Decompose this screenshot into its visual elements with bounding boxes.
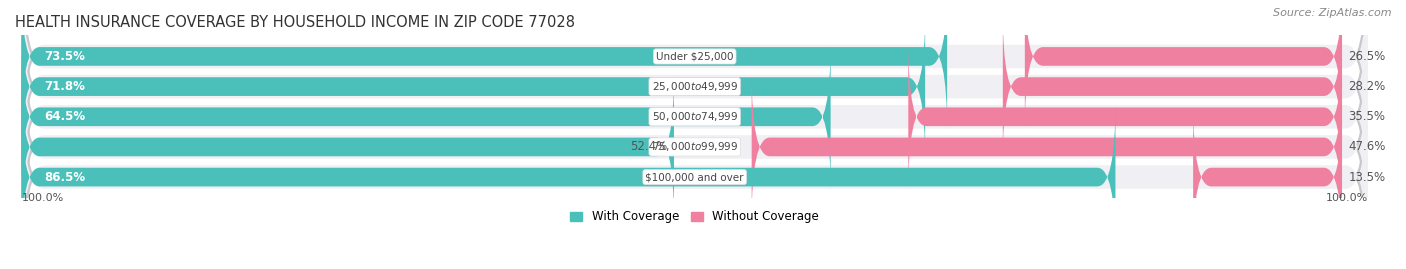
FancyBboxPatch shape [21,23,1368,211]
Text: $75,000 to $99,999: $75,000 to $99,999 [651,140,738,153]
FancyBboxPatch shape [21,12,925,162]
FancyBboxPatch shape [24,0,1367,152]
FancyBboxPatch shape [24,52,1367,242]
FancyBboxPatch shape [21,0,948,132]
FancyBboxPatch shape [24,0,1367,182]
Text: 35.5%: 35.5% [1348,110,1385,123]
Text: 73.5%: 73.5% [44,50,84,63]
Text: Under $25,000: Under $25,000 [657,51,734,61]
Text: 13.5%: 13.5% [1348,171,1385,183]
FancyBboxPatch shape [21,102,1115,252]
Text: 52.4%: 52.4% [630,140,668,153]
FancyBboxPatch shape [24,22,1367,212]
Text: HEALTH INSURANCE COVERAGE BY HOUSEHOLD INCOME IN ZIP CODE 77028: HEALTH INSURANCE COVERAGE BY HOUSEHOLD I… [15,15,575,30]
FancyBboxPatch shape [1194,102,1341,252]
FancyBboxPatch shape [21,83,1368,269]
FancyBboxPatch shape [21,42,831,192]
Text: 47.6%: 47.6% [1348,140,1386,153]
Text: 28.2%: 28.2% [1348,80,1386,93]
FancyBboxPatch shape [21,72,673,222]
Text: 86.5%: 86.5% [44,171,86,183]
FancyBboxPatch shape [1025,0,1341,132]
Text: 100.0%: 100.0% [21,193,63,203]
Text: $50,000 to $74,999: $50,000 to $74,999 [651,110,738,123]
FancyBboxPatch shape [908,42,1341,192]
FancyBboxPatch shape [24,82,1367,269]
FancyBboxPatch shape [1002,12,1341,162]
FancyBboxPatch shape [21,0,1368,150]
Text: $100,000 and over: $100,000 and over [645,172,744,182]
Text: Source: ZipAtlas.com: Source: ZipAtlas.com [1274,8,1392,18]
Text: 100.0%: 100.0% [1326,193,1368,203]
Text: $25,000 to $49,999: $25,000 to $49,999 [651,80,738,93]
Text: 71.8%: 71.8% [44,80,84,93]
FancyBboxPatch shape [21,0,1368,180]
FancyBboxPatch shape [752,72,1341,222]
Legend: With Coverage, Without Coverage: With Coverage, Without Coverage [565,206,824,228]
FancyBboxPatch shape [21,53,1368,241]
Text: 26.5%: 26.5% [1348,50,1386,63]
Text: 64.5%: 64.5% [44,110,86,123]
